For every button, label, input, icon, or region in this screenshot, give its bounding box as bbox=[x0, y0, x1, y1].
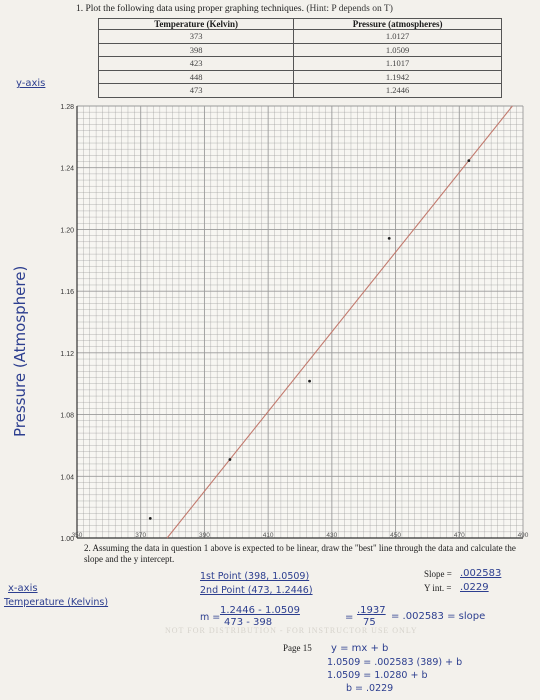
y-axis-label: Pressure (Atmosphere) bbox=[11, 265, 29, 437]
y-tick-label: 1.04 bbox=[60, 474, 74, 481]
x-axis-note: x-axis bbox=[8, 583, 38, 594]
data-point bbox=[308, 379, 311, 383]
x-tick-label: 350 bbox=[72, 532, 83, 539]
table-cell: 473 bbox=[97, 83, 295, 98]
table-row: 373 1.0127 bbox=[97, 29, 502, 44]
x-tick-label: 410 bbox=[263, 532, 274, 539]
table-row: 473 1.2446 bbox=[97, 83, 502, 98]
slope-denominator: 473 - 398 bbox=[224, 617, 273, 628]
question-1-text: 1. Plot the following data using proper … bbox=[76, 4, 304, 14]
y-tick-label: 1.24 bbox=[60, 166, 74, 173]
data-point bbox=[467, 159, 471, 163]
x-tick-label: 490 bbox=[518, 532, 529, 539]
slope-value: .002583 bbox=[460, 568, 502, 579]
question-2-text: Assuming the data in question 1 above is… bbox=[84, 543, 516, 564]
slope-result: = .002583 = slope bbox=[391, 611, 486, 622]
y-axis-note: y-axis bbox=[16, 78, 46, 89]
y-intercept-label: Y int. = bbox=[424, 583, 452, 593]
slope-numerator: 1.2446 - 1.0509 bbox=[220, 605, 300, 616]
page-number: Page 15 bbox=[283, 643, 312, 653]
table-cell: 1.0509 bbox=[293, 42, 502, 57]
table-cell: 1.0127 bbox=[293, 29, 502, 44]
table-cell: 1.2446 bbox=[293, 83, 502, 98]
x-axis-label: Temperature (Kelvins) bbox=[4, 597, 109, 608]
y-tick-label: 1.08 bbox=[60, 413, 74, 420]
intercept-step-3: b = .0229 bbox=[346, 683, 394, 694]
x-tick-label: 370 bbox=[135, 532, 146, 539]
table-cell: 398 bbox=[97, 42, 295, 57]
question-1-hint: (Hint: P depends on T) bbox=[306, 4, 393, 14]
data-point bbox=[387, 236, 391, 240]
data-point bbox=[228, 458, 232, 461]
line-equation: y = mx + b bbox=[331, 643, 389, 654]
watermark: NOT FOR DISTRIBUTION - FOR INSTRUCTOR US… bbox=[165, 626, 418, 635]
table-header-row: Temperature (Kelvin) Pressure (atmospher… bbox=[97, 18, 502, 30]
intercept-step-2: 1.0509 = 1.0280 + b bbox=[327, 670, 428, 681]
x-tick-label: 430 bbox=[326, 532, 337, 539]
y-tick-label: 1.20 bbox=[60, 227, 74, 234]
table-row: 398 1.0509 bbox=[97, 42, 502, 57]
y-tick-label: 1.16 bbox=[60, 289, 74, 296]
table-header-pressure: Pressure (atmospheres) bbox=[293, 18, 502, 30]
question-2: 2. Assuming the data in question 1 above… bbox=[84, 543, 534, 565]
fraction-denominator: 75 bbox=[363, 617, 376, 628]
question-2-number: 2. bbox=[84, 543, 91, 553]
slope-label: Slope = bbox=[424, 569, 452, 579]
y-tick-label: 1.12 bbox=[60, 351, 74, 358]
table-row: 448 1.1942 bbox=[97, 69, 502, 84]
slope-m-label: m = bbox=[200, 612, 221, 623]
x-tick-label: 390 bbox=[199, 532, 210, 539]
best-fit-line bbox=[166, 105, 513, 539]
table-header-temperature: Temperature (Kelvin) bbox=[97, 18, 295, 30]
x-tick-label: 470 bbox=[454, 532, 465, 539]
equals-sign: = bbox=[345, 612, 354, 623]
y-tick-label: 1.00 bbox=[60, 536, 74, 543]
y-tick-label: 1.28 bbox=[60, 104, 74, 111]
fraction-numerator: .1937 bbox=[357, 605, 386, 616]
second-point-note: 2nd Point (473, 1.2446) bbox=[200, 585, 313, 596]
data-point bbox=[148, 517, 152, 520]
question-1: 1. Plot the following data using proper … bbox=[76, 4, 393, 14]
x-tick-label: 450 bbox=[390, 532, 401, 539]
y-intercept-value: .0229 bbox=[460, 582, 489, 593]
intercept-step-1: 1.0509 = .002583 (389) + b bbox=[327, 657, 463, 668]
table-cell: 373 bbox=[97, 29, 295, 44]
data-table: Temperature (Kelvin) Pressure (atmospher… bbox=[97, 18, 502, 98]
graph-paper-chart: 1.00 1.04 1.08 1.12 1.16 1.20 1.24 1.28 350 370 39… bbox=[60, 104, 529, 543]
first-point-note: 1st Point (398, 1.0509) bbox=[200, 571, 310, 582]
